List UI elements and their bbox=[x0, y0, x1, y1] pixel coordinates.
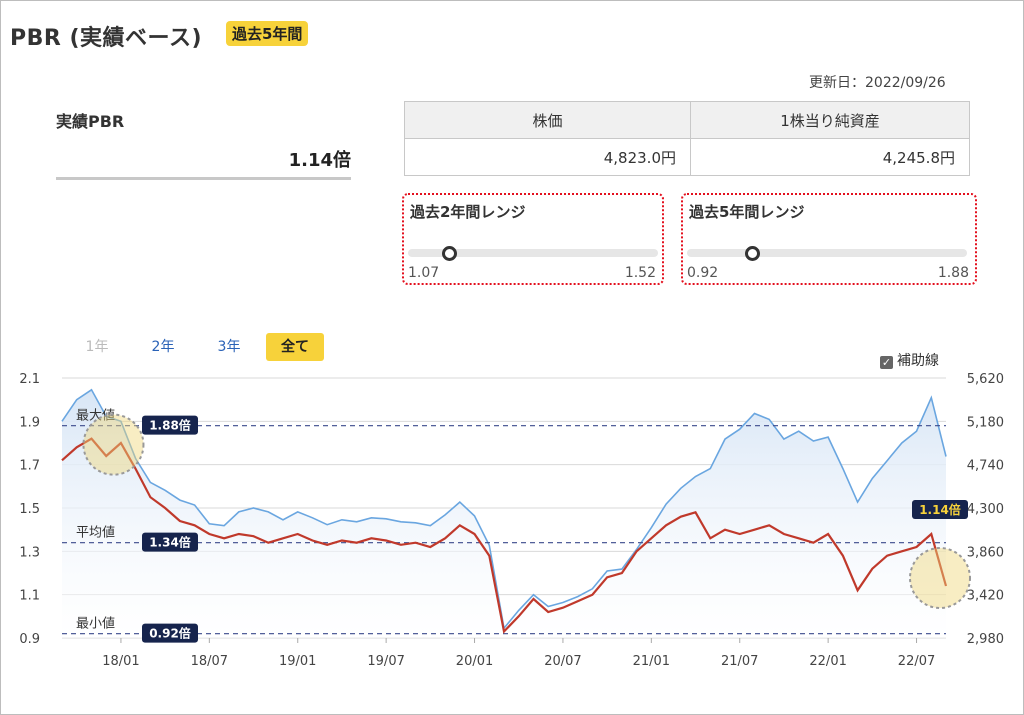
x-tick-label: 19/07 bbox=[367, 654, 404, 669]
current-value-label: 1.14倍 bbox=[919, 502, 961, 517]
y-left-tick: 1.1 bbox=[19, 589, 40, 604]
aux-lines-toggle[interactable]: ✓ 補助線 bbox=[880, 350, 939, 370]
y-right-tick: 2,980 bbox=[967, 632, 1004, 647]
y-left-tick: 1.9 bbox=[19, 415, 40, 430]
x-tick-label: 22/07 bbox=[898, 654, 935, 669]
range-5y-title: 過去5年間レンジ bbox=[689, 203, 805, 221]
range-5y-min: 0.92 bbox=[687, 265, 719, 281]
max-highlight bbox=[82, 413, 145, 476]
x-tick-label: 22/01 bbox=[809, 654, 846, 669]
y-right-tick: 3,860 bbox=[967, 545, 1004, 560]
period-badge: 過去5年間 bbox=[226, 21, 309, 46]
current-highlight bbox=[909, 547, 971, 609]
x-tick-label: 18/07 bbox=[191, 654, 228, 669]
y-right-tick: 4,300 bbox=[967, 502, 1004, 517]
range-5y-max: 1.88 bbox=[937, 265, 969, 281]
tab-1y[interactable]: 1年 bbox=[85, 339, 109, 355]
range-5y: 過去5年間レンジ 0.92 1.88 bbox=[681, 193, 977, 285]
y-right-tick: 4,740 bbox=[967, 459, 1004, 474]
bps-value: 4,245.8円 bbox=[690, 138, 970, 176]
tab-2y[interactable]: 2年 bbox=[151, 339, 175, 355]
range-2y-track bbox=[408, 249, 658, 257]
aux-lines-label: 補助線 bbox=[897, 353, 939, 369]
reference-name: 平均値 bbox=[76, 525, 115, 541]
stock-price-value: 4,823.0円 bbox=[404, 138, 691, 176]
reference-badge bbox=[142, 415, 198, 435]
pbr-line bbox=[61, 437, 948, 634]
checkbox-icon[interactable]: ✓ bbox=[880, 356, 893, 369]
reference-badge bbox=[142, 532, 198, 552]
bps-header: 1株当り純資産 bbox=[690, 101, 970, 139]
pbr-chart: 2.1 5,620 1.9 5,180 1.7 4,740 1.5 4,300 1.3 3,860… bbox=[19, 372, 1004, 669]
x-tick-label: 20/07 bbox=[544, 654, 581, 669]
x-tick-label: 21/07 bbox=[721, 654, 758, 669]
y-right-tick: 5,620 bbox=[967, 372, 1004, 387]
range-2y-max: 1.52 bbox=[624, 265, 656, 281]
x-tick-label: 19/01 bbox=[279, 654, 316, 669]
x-tick-label: 18/01 bbox=[102, 654, 139, 669]
tab-all[interactable]: 全て bbox=[266, 333, 324, 361]
page-title: PBR (実績ベース) bbox=[10, 26, 203, 51]
stock-price-header: 株価 bbox=[404, 101, 691, 139]
range-5y-marker bbox=[745, 246, 761, 261]
reference-name: 最小値 bbox=[76, 616, 115, 632]
range-2y: 過去2年間レンジ 1.07 1.52 bbox=[402, 193, 664, 285]
x-tick-label: 21/01 bbox=[633, 654, 670, 669]
reference-badge bbox=[142, 623, 198, 643]
range-2y-marker bbox=[442, 246, 457, 261]
range-5y-track bbox=[687, 249, 967, 257]
range-2y-min: 1.07 bbox=[408, 265, 440, 281]
reference-value: 1.34倍 bbox=[149, 535, 191, 550]
tab-3y[interactable]: 3年 bbox=[217, 339, 241, 355]
pbr-value: 1.14倍 bbox=[288, 150, 351, 171]
stock-table-value-row: 4,823.0円 4,245.8円 bbox=[404, 138, 970, 176]
y-right-tick: 5,180 bbox=[967, 415, 1004, 430]
stock-table: 株価 1株当り純資産 4,823.0円 4,245.8円 bbox=[404, 101, 970, 176]
y-left-tick: 1.7 bbox=[19, 459, 40, 474]
y-left-tick: 2.1 bbox=[19, 372, 40, 387]
reference-name: 最大値 bbox=[76, 408, 115, 424]
y-left-tick: 1.5 bbox=[19, 502, 40, 517]
x-tick-label: 20/01 bbox=[456, 654, 493, 669]
reference-value: 1.88倍 bbox=[149, 418, 191, 433]
pbr-label: 実績PBR bbox=[56, 112, 125, 131]
stock-table-header-row: 株価 1株当り純資産 bbox=[404, 101, 970, 139]
y-right-tick: 3,420 bbox=[967, 589, 1004, 604]
y-left-tick: 0.9 bbox=[19, 632, 40, 647]
reference-value: 0.92倍 bbox=[149, 626, 191, 641]
price-area bbox=[62, 389, 946, 638]
updated-date: 更新日：2022/09/26 bbox=[809, 75, 946, 91]
range-2y-title: 過去2年間レンジ bbox=[410, 203, 526, 221]
current-value-badge bbox=[912, 500, 968, 519]
pbr-underline bbox=[56, 177, 351, 180]
y-left-tick: 1.3 bbox=[19, 545, 40, 560]
